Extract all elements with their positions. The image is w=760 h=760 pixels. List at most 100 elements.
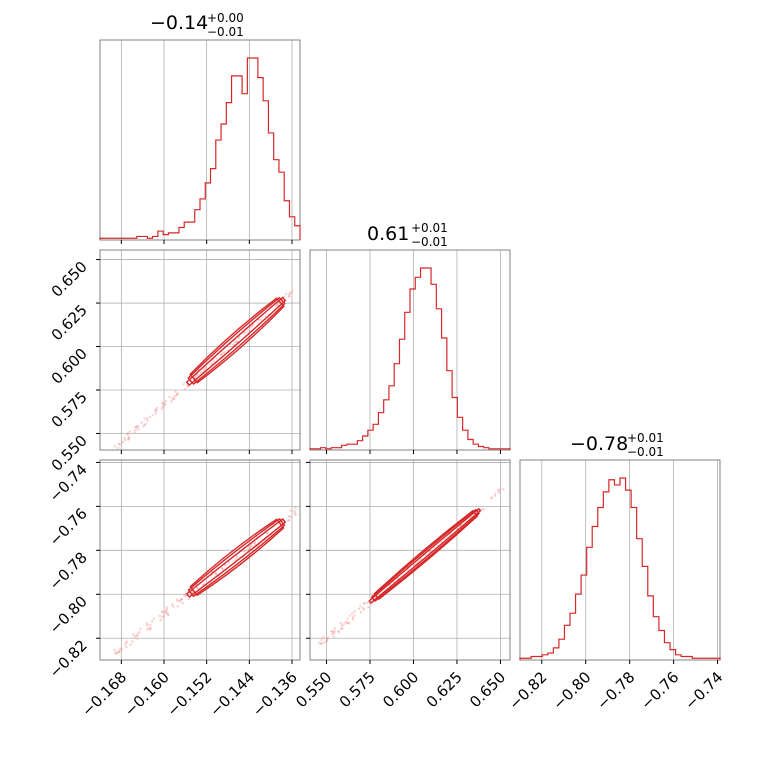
y-tick-label-p1-2: 0.600 <box>48 345 91 388</box>
x-tick-label-p0-0: −0.168 <box>78 668 130 720</box>
title-param-0: −0.14 <box>150 12 208 34</box>
scatter-point-pair1-52 <box>227 561 230 564</box>
x-tick-label-p0-2: −0.152 <box>164 668 216 720</box>
scatter-point-pair0-96 <box>121 440 125 444</box>
histogram-p1 <box>309 267 511 450</box>
scatter-point-pair2-69 <box>322 636 325 639</box>
scatter-point-pair0-104 <box>146 417 149 420</box>
scatter-point-pair1-80 <box>138 631 141 634</box>
scatter-point-pair0-22 <box>156 406 159 410</box>
hist-frame-p2 <box>519 459 721 661</box>
title-param-1-sup: +0.01 <box>411 221 448 235</box>
x-tick-label-p2-4: −0.74 <box>681 668 726 713</box>
scatter-point-pair1-82 <box>243 550 246 553</box>
scatter-point-pair1-122 <box>220 567 224 570</box>
title-param-2-sup: +0.01 <box>627 431 664 445</box>
title-param-1-sub: −0.01 <box>411 235 448 249</box>
scatter-point-pair1-28 <box>165 606 169 609</box>
scatter-point-pair0-139 <box>173 395 176 398</box>
scatter-point-pair2-30 <box>351 612 354 615</box>
scatter-point-pair2-91 <box>318 641 321 644</box>
scatter-point-pair0-47 <box>128 430 131 433</box>
scatter-point-pair1-41 <box>235 557 238 560</box>
scatter-point-pair1-137 <box>163 611 167 615</box>
scatter-point-pair0-16 <box>143 417 146 420</box>
scatter-point-pair2-128 <box>326 636 329 639</box>
scatter-point-pair2-118 <box>362 602 366 605</box>
scatter-point-pair0-133 <box>171 398 174 401</box>
scatter-point-pair0-72 <box>244 331 247 334</box>
scatter-point-pair2-40 <box>413 563 416 566</box>
scatter-point-pair1-117 <box>132 633 135 636</box>
histogram-p2 <box>519 477 721 660</box>
contour-level-pair2-1 <box>370 508 480 603</box>
contour-level-pair2-2 <box>373 509 479 601</box>
scatter-point-pair2-125 <box>320 642 323 645</box>
scatter-point-pair2-76 <box>357 607 361 611</box>
scatter-point-pair1-17 <box>123 643 127 646</box>
scatter-point-pair0-65 <box>142 425 145 428</box>
title-param-0-sub: −0.01 <box>207 25 244 39</box>
scatter-point-pair1-136 <box>136 637 139 640</box>
scatter-point-pair0-11 <box>284 292 288 296</box>
scatter-point-pair1-102 <box>180 598 183 601</box>
scatter-point-pair2-131 <box>331 633 334 636</box>
contour-level-pair0-2 <box>189 297 285 384</box>
scatter-point-pair2-36 <box>367 606 370 609</box>
scatter-point-pair1-109 <box>166 612 170 616</box>
scatter-point-pair2-88 <box>346 621 349 624</box>
scatter-point-pair0-49 <box>220 353 223 356</box>
title-param-0-value: −0.14 <box>150 12 208 34</box>
scatter-point-pair0-136 <box>163 402 166 406</box>
title-param-0-sup: +0.00 <box>207 11 244 25</box>
scatter-point-pair0-137 <box>136 425 139 428</box>
scatter-point-pair1-63 <box>289 509 293 512</box>
scatter-point-pair2-83 <box>490 496 493 499</box>
y-tick-label-p2-3: −0.76 <box>46 504 91 549</box>
scatter-point-pair1-127 <box>161 610 165 613</box>
scatter-point-pair1-88 <box>176 605 180 608</box>
scatter-point-pair1-129 <box>246 548 250 551</box>
scatter-point-pair0-116 <box>196 373 199 377</box>
scatter-point-pair1-100 <box>146 624 149 627</box>
scatter-point-pair2-27 <box>496 488 500 492</box>
scatter-point-pair0-128 <box>259 318 263 322</box>
scatter-point-pair2-85 <box>351 616 355 619</box>
scatter-point-pair1-93 <box>249 544 253 547</box>
scatter-point-pair0-125 <box>154 410 157 413</box>
x-tick-label-p0-1: −0.160 <box>121 668 173 720</box>
title-param-2-value: −0.78 <box>570 433 628 455</box>
scatter-point-pair2-67 <box>348 622 351 625</box>
scatter-point-pair0-100 <box>149 415 152 418</box>
scatter-point-pair1-12 <box>187 597 191 601</box>
scatter-point-pair1-89 <box>131 640 134 643</box>
scatter-point-pair1-13 <box>118 650 121 653</box>
scatter-point-pair0-94 <box>204 367 207 370</box>
scatter-point-pair1-42 <box>294 506 297 510</box>
scatter-point-pair0-71 <box>174 390 177 393</box>
x-tick-label-p2-1: −0.80 <box>549 668 594 713</box>
scatter-point-pair1-24 <box>152 617 155 620</box>
scatter-point-pair1-37 <box>125 646 128 649</box>
scatter-point-pair0-12 <box>134 429 137 432</box>
histogram-p0 <box>99 57 301 240</box>
scatter-point-pair1-36 <box>253 542 257 546</box>
scatter-point-pair1-134 <box>235 554 239 558</box>
scatter-point-pair2-105 <box>482 508 485 511</box>
scatter-point-pair1-75 <box>159 618 162 622</box>
title-param-1: 0.61 <box>367 223 409 245</box>
hist-frame-p1 <box>309 249 511 451</box>
contour-level-pair2-0 <box>368 507 482 604</box>
scatter-point-pair1-125 <box>135 634 138 637</box>
hist-frame-p0 <box>99 39 301 241</box>
scatter-point-pair2-46 <box>494 492 497 495</box>
scatter-point-pair0-26 <box>137 428 140 431</box>
scatter-point-pair2-89 <box>424 553 427 557</box>
scatter-point-pair2-34 <box>366 601 369 604</box>
x-tick-label-p1-0: 0.550 <box>292 668 335 711</box>
y-tick-label-p2-2: −0.78 <box>46 548 91 593</box>
scatter-point-pair2-100 <box>348 614 352 617</box>
scatter-point-pair0-74 <box>126 433 129 436</box>
scatter-point-pair2-58 <box>322 641 326 644</box>
